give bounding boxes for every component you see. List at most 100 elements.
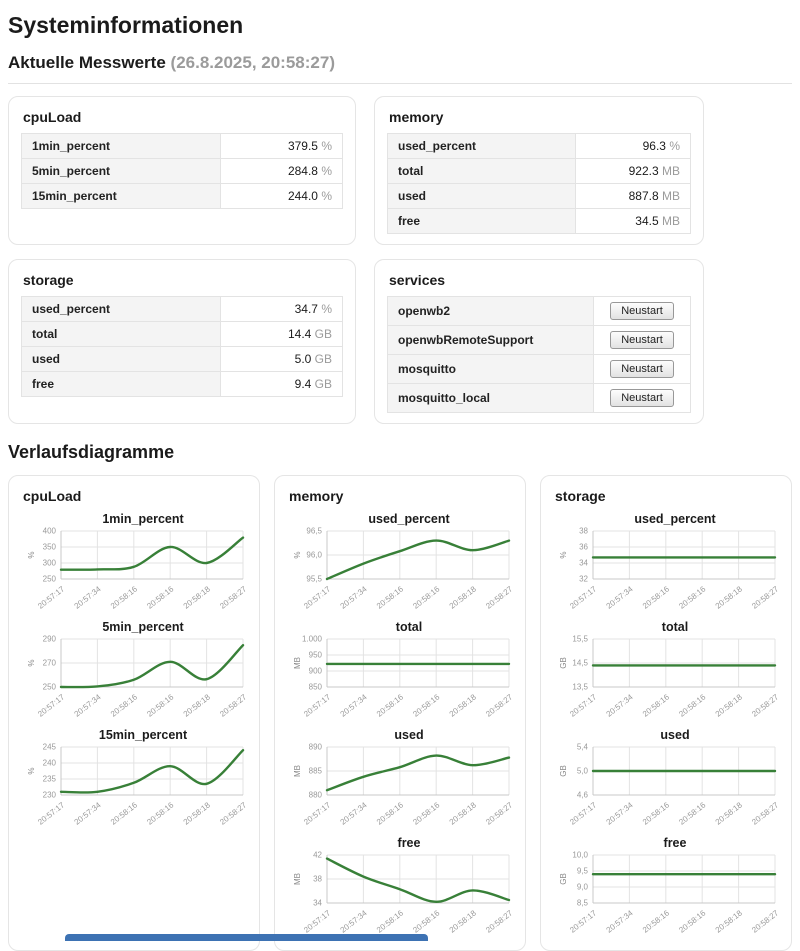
line-chart: 95,596,096,5%20:57:17 20:57:34 20:58:16 20:… xyxy=(293,527,513,611)
chart-used: used 880 885 890 MB 20:57:17 20:57:34 20:58:16 2… xyxy=(287,728,513,830)
chart-title: total xyxy=(395,620,423,634)
chart-used_percent: used_percent 32 34 36 38% 20:57:17 20:57:34 20:… xyxy=(553,512,779,614)
x-tick-label: 20:57:17 xyxy=(568,800,599,827)
x-tick-label: 20:57:17 xyxy=(302,908,333,935)
metric-value-cell: 379.5 % xyxy=(220,133,343,159)
y-axis-unit: GB xyxy=(559,765,568,777)
line-series xyxy=(59,536,245,571)
metric-value: 14.4 xyxy=(287,327,312,341)
chart-card-title: storage xyxy=(555,488,606,504)
x-tick-label: 20:57:17 xyxy=(302,800,333,827)
metric-unit: GB xyxy=(311,327,332,341)
chart-title: free xyxy=(397,836,421,850)
y-tick-label: 38 xyxy=(579,527,588,536)
chart-title: total xyxy=(661,620,689,634)
partial-bottom-button[interactable] xyxy=(65,934,428,941)
chart-card-storage: storage used_percent 32 34 36 38% 20:57:17 20:5… xyxy=(540,475,792,951)
metrics-table: used_percent 34.7 % total 14.4 GB used 5.0 GB… xyxy=(21,296,343,397)
metric-label: 1min_percent xyxy=(21,133,222,159)
line-series xyxy=(59,749,245,794)
table-row: mosquitto_local Neustart xyxy=(387,383,691,413)
x-tick-label: 20:58:16 xyxy=(641,692,672,719)
chart-15min_percent: 15min_percent 230 235 240 245% 20:57:17 20:57:… xyxy=(21,728,247,830)
metric-label: used_percent xyxy=(387,133,576,159)
restart-button[interactable]: Neustart xyxy=(610,389,674,407)
metric-value-cell: 34.7 % xyxy=(220,296,343,322)
table-row: mosquitto Neustart xyxy=(387,354,691,384)
metric-label: free xyxy=(21,371,222,397)
y-axis-unit: % xyxy=(293,551,302,558)
metric-unit: % xyxy=(317,302,332,316)
metric-value-cell: 34.5 MB xyxy=(575,208,691,234)
metric-label: mosquitto xyxy=(387,354,595,384)
metric-unit: GB xyxy=(311,352,332,366)
x-tick-label: 20:58:27 xyxy=(750,908,779,935)
x-tick-label: 20:58:27 xyxy=(218,692,247,719)
x-tick-label: 20:57:34 xyxy=(339,692,370,719)
x-tick-label: 20:58:18 xyxy=(182,800,213,827)
x-tick-label: 20:58:16 xyxy=(411,692,442,719)
y-tick-label: 230 xyxy=(43,791,57,800)
x-tick-label: 20:58:16 xyxy=(677,908,708,935)
section-divider xyxy=(8,83,792,84)
table-row: 15min_percent 244.0 % xyxy=(21,183,343,209)
x-tick-label: 20:58:18 xyxy=(448,584,479,611)
y-tick-label: 95,5 xyxy=(306,575,322,584)
chart-title: used xyxy=(394,728,424,742)
line-series xyxy=(325,539,511,581)
card-services: services openwb2 Neustart openwbRemoteSuppo… xyxy=(374,259,704,424)
x-tick-label: 20:57:34 xyxy=(73,800,104,827)
restart-button[interactable]: Neustart xyxy=(610,331,674,349)
y-tick-label: 245 xyxy=(43,743,57,752)
chart-card-title: cpuLoad xyxy=(23,488,82,504)
current-values-timestamp: (26.8.2025, 20:58:27) xyxy=(170,53,335,72)
metric-label: 5min_percent xyxy=(21,158,222,184)
metric-value-cell: 9.4 GB xyxy=(220,371,343,397)
x-tick-label: 20:58:27 xyxy=(484,584,513,611)
restart-button[interactable]: Neustart xyxy=(610,360,674,378)
metric-label: free xyxy=(387,208,576,234)
y-tick-label: 34 xyxy=(579,559,588,568)
x-tick-label: 20:57:17 xyxy=(36,692,67,719)
metric-label: openwbRemoteSupport xyxy=(387,325,595,355)
chart-1min_percent: 1min_percent 250 300 350 400% 20:57:17 20:57:3… xyxy=(21,512,247,614)
table-row: used 5.0 GB xyxy=(21,346,343,372)
metric-value-cell: 284.8 % xyxy=(220,158,343,184)
x-tick-label: 20:58:18 xyxy=(448,908,479,935)
history-charts-grid: cpuLoad 1min_percent 250 300 350 400% 20:57:17… xyxy=(8,475,792,951)
y-tick-label: 15,5 xyxy=(572,635,588,644)
chart-title: free xyxy=(663,836,687,850)
table-row: total 14.4 GB xyxy=(21,321,343,347)
metric-unit: % xyxy=(317,189,332,203)
y-tick-label: 34 xyxy=(313,899,322,908)
y-tick-label: 9,0 xyxy=(577,883,589,892)
x-tick-label: 20:58:16 xyxy=(145,692,176,719)
y-tick-label: 96,5 xyxy=(306,527,322,536)
y-tick-label: 300 xyxy=(43,559,57,568)
y-tick-label: 38 xyxy=(313,875,322,884)
action-cell: Neustart xyxy=(593,325,691,355)
x-tick-label: 20:58:18 xyxy=(714,692,745,719)
x-tick-label: 20:58:16 xyxy=(641,908,672,935)
x-tick-label: 20:58:16 xyxy=(375,692,406,719)
y-tick-label: 270 xyxy=(43,659,57,668)
metric-unit: % xyxy=(665,139,680,153)
restart-button[interactable]: Neustart xyxy=(610,302,674,320)
y-tick-label: 5,0 xyxy=(577,767,589,776)
metric-value-cell: 244.0 % xyxy=(220,183,343,209)
x-tick-label: 20:58:27 xyxy=(750,692,779,719)
chart-title: 5min_percent xyxy=(102,620,184,634)
metric-value-cell: 887.8 MB xyxy=(575,183,691,209)
x-tick-label: 20:58:16 xyxy=(375,584,406,611)
y-tick-label: 32 xyxy=(579,575,588,584)
measurement-cards-grid: cpuLoad 1min_percent 379.5 % 5min_percent 28… xyxy=(8,96,792,424)
metric-value-cell: 96.3 % xyxy=(575,133,691,159)
x-tick-label: 20:57:34 xyxy=(339,908,370,935)
x-tick-label: 20:58:27 xyxy=(484,800,513,827)
x-tick-label: 20:58:18 xyxy=(714,908,745,935)
y-tick-label: 850 xyxy=(309,683,323,692)
